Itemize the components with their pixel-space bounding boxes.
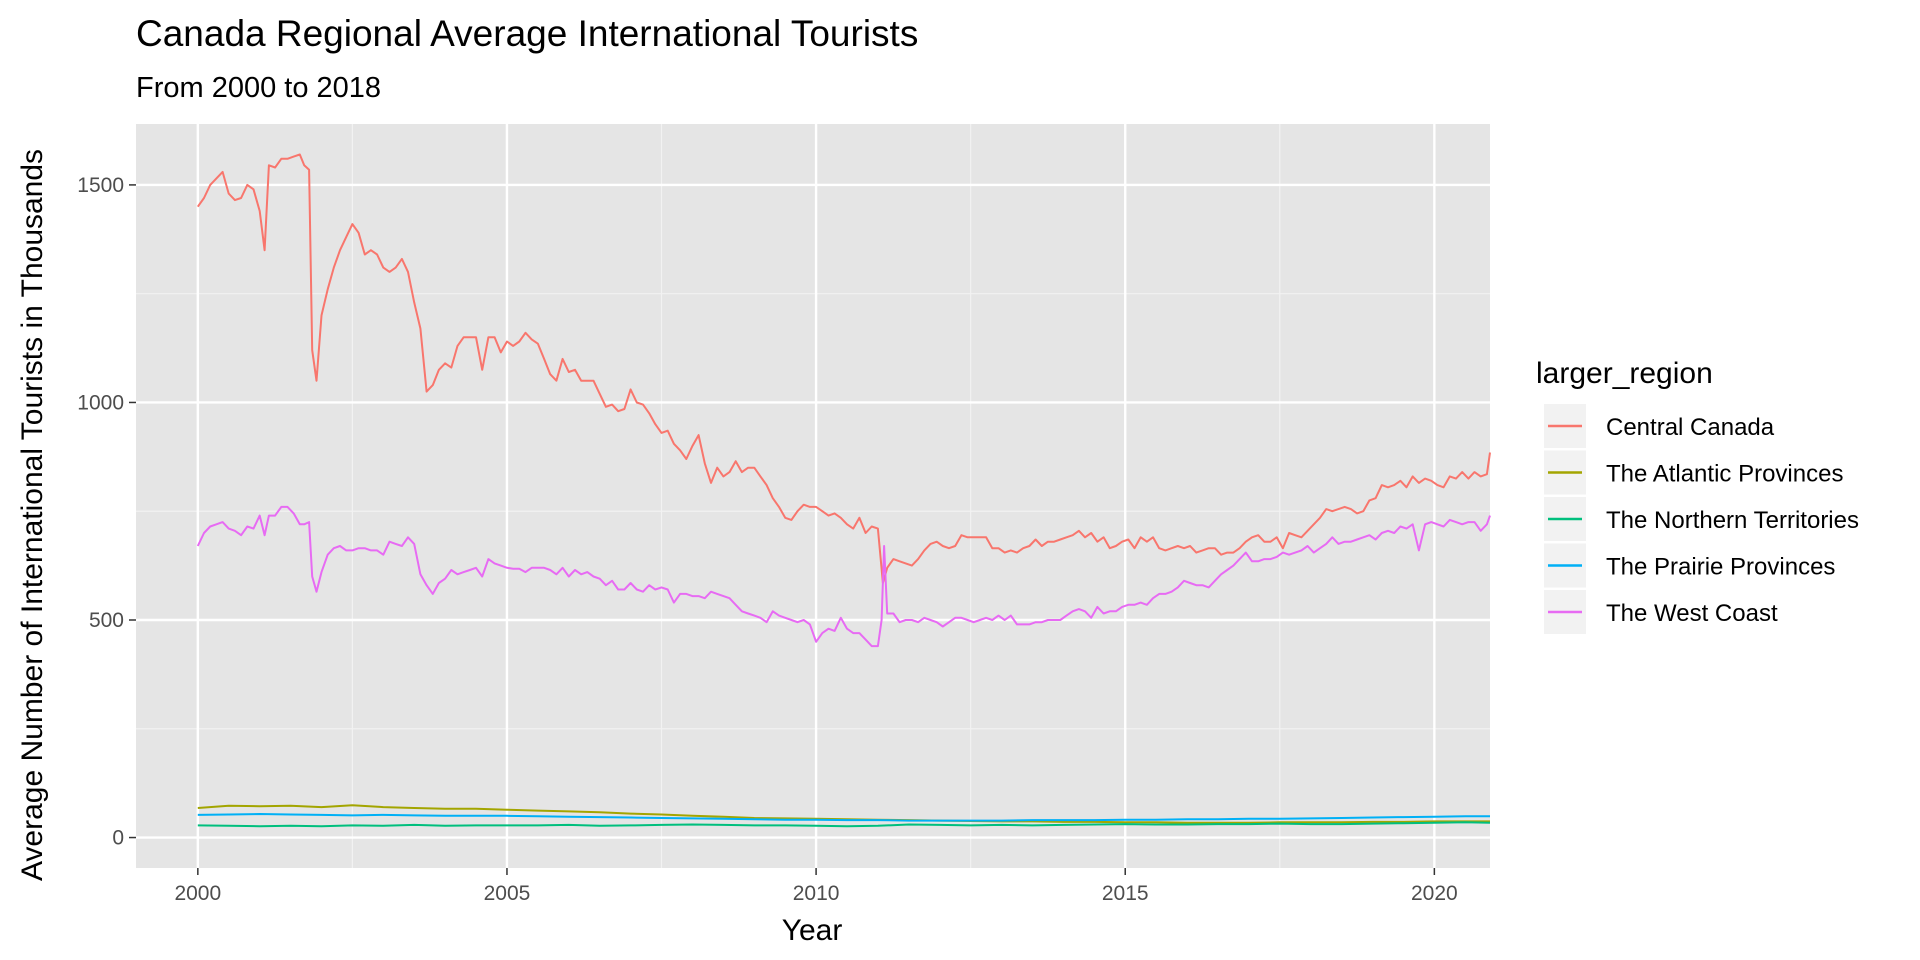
- series-lines: [196, 153, 1491, 828]
- minor-gridlines: [136, 124, 1490, 868]
- legend-label: The Northern Territories: [1606, 507, 1859, 534]
- series-line: [196, 153, 1491, 584]
- legend-title: larger_region: [1536, 357, 1713, 390]
- y-tick-label: 1000: [77, 391, 124, 414]
- x-tick-labels: 2000 2005 2010 2015 2020: [174, 882, 1457, 905]
- y-tick-label: 500: [89, 609, 124, 632]
- legend-items: Central Canada The Atlantic Provinces The …: [1544, 404, 1859, 634]
- legend: larger_region Central Canada The Atlantic…: [1536, 357, 1859, 634]
- major-gridlines: [136, 124, 1490, 868]
- series-line: [196, 505, 1491, 648]
- x-tick-label: 2000: [174, 882, 221, 905]
- x-tick-label: 2020: [1411, 882, 1458, 905]
- y-tick-label: 0: [112, 827, 124, 850]
- x-tick-label: 2010: [793, 882, 840, 905]
- axis-ticks: [129, 184, 1436, 875]
- legend-label: The Prairie Provinces: [1606, 554, 1835, 581]
- y-tick-labels: 0 500 1000 1500: [77, 174, 124, 850]
- y-axis-title: Average Number of International Tourists…: [16, 149, 49, 881]
- legend-label: Central Canada: [1606, 414, 1775, 441]
- chart-title: Canada Regional Average International To…: [136, 13, 918, 54]
- legend-label: The West Coast: [1606, 600, 1778, 627]
- x-axis-title: Year: [782, 914, 843, 947]
- plot-panel: [136, 124, 1490, 868]
- legend-label: The Atlantic Provinces: [1606, 461, 1843, 488]
- chart-subtitle: From 2000 to 2018: [136, 72, 381, 104]
- y-tick-label: 1500: [77, 174, 124, 197]
- series-line: [197, 813, 1490, 822]
- x-tick-label: 2015: [1102, 882, 1149, 905]
- x-tick-label: 2005: [484, 882, 531, 905]
- series-line: [197, 821, 1491, 828]
